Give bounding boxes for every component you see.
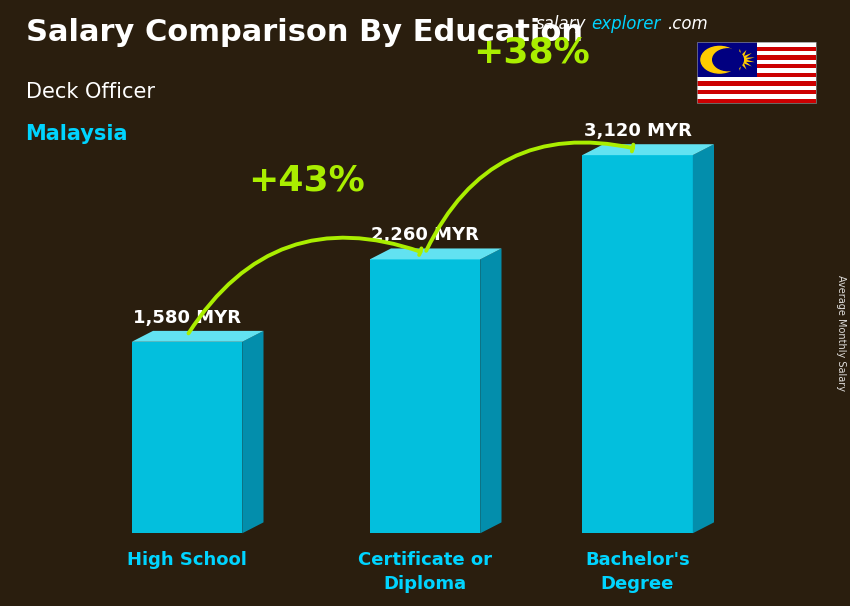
Bar xyxy=(697,42,756,77)
Text: Average Monthly Salary: Average Monthly Salary xyxy=(836,275,846,391)
Text: 3,120 MYR: 3,120 MYR xyxy=(584,122,691,140)
Text: Certificate or
Diploma: Certificate or Diploma xyxy=(358,551,492,593)
Polygon shape xyxy=(480,248,501,533)
Text: Malaysia: Malaysia xyxy=(26,124,128,144)
Bar xyxy=(697,60,816,64)
Polygon shape xyxy=(693,144,714,533)
Bar xyxy=(697,95,816,99)
Circle shape xyxy=(701,47,739,73)
Bar xyxy=(697,85,816,90)
Text: salary: salary xyxy=(536,15,586,33)
Bar xyxy=(697,55,816,60)
Circle shape xyxy=(712,49,744,71)
Text: 1,580 MYR: 1,580 MYR xyxy=(133,308,241,327)
Polygon shape xyxy=(242,331,264,533)
Text: 2,260 MYR: 2,260 MYR xyxy=(371,226,479,244)
Bar xyxy=(132,342,242,533)
Polygon shape xyxy=(582,144,714,155)
Text: Salary Comparison By Education: Salary Comparison By Education xyxy=(26,18,582,47)
Text: +38%: +38% xyxy=(473,35,590,69)
Bar xyxy=(697,77,816,81)
Bar xyxy=(697,64,816,68)
Bar xyxy=(697,51,816,55)
Text: High School: High School xyxy=(127,551,247,570)
Text: Bachelor's
Degree: Bachelor's Degree xyxy=(585,551,690,593)
Bar xyxy=(370,259,480,533)
Bar xyxy=(582,155,693,533)
Polygon shape xyxy=(370,248,502,259)
Text: +43%: +43% xyxy=(247,164,365,198)
Bar xyxy=(697,68,816,73)
Text: Deck Officer: Deck Officer xyxy=(26,82,155,102)
Bar xyxy=(697,90,816,95)
Bar xyxy=(697,42,816,47)
Bar xyxy=(697,42,816,103)
Bar xyxy=(697,99,816,103)
Text: explorer: explorer xyxy=(591,15,660,33)
Bar xyxy=(697,81,816,85)
Bar xyxy=(697,47,816,51)
Polygon shape xyxy=(132,331,264,342)
Bar xyxy=(697,73,816,77)
Text: .com: .com xyxy=(667,15,708,33)
Polygon shape xyxy=(725,49,755,71)
